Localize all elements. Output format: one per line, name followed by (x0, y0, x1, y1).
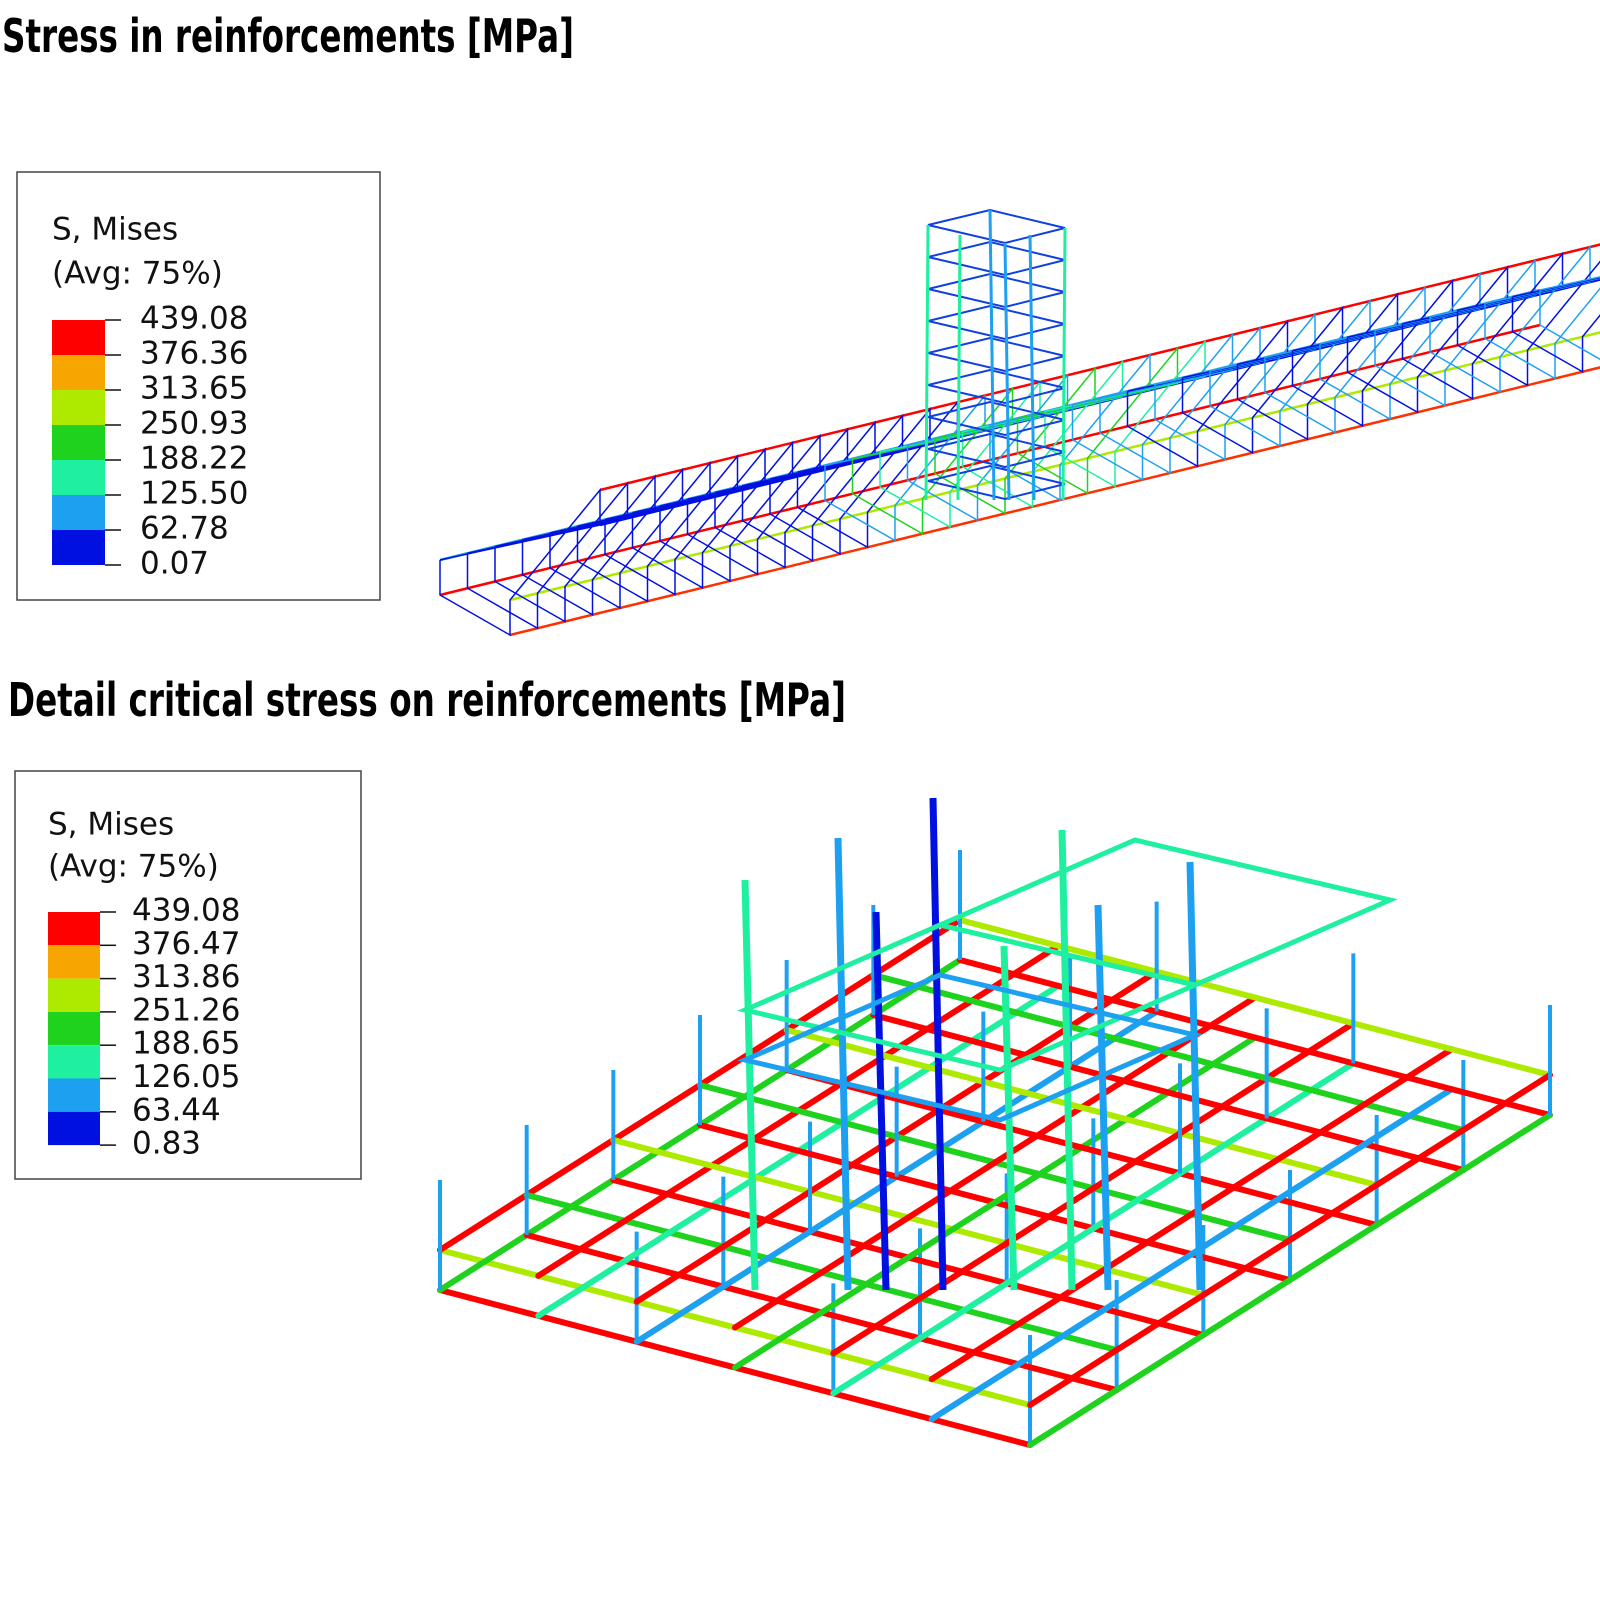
legend-label: 126.05 (132, 1059, 240, 1095)
legend-label: 313.86 (132, 959, 240, 995)
rebar (1027, 1112, 1553, 1448)
rebar (928, 1046, 1455, 1383)
legend-subtitle: (Avg: 75%) (52, 256, 223, 292)
legend-swatch (48, 1078, 100, 1112)
rebar (1186, 861, 1204, 1291)
legend-swatch (48, 945, 100, 979)
rebar (1058, 829, 1076, 1291)
stirrup (1484, 277, 1600, 380)
stirrup (737, 972, 1203, 1123)
rebar (509, 331, 1600, 602)
rebar (957, 957, 1553, 1118)
stirrup (927, 368, 1066, 405)
panel-title: Detail critical stress on reinforcements… (8, 673, 846, 727)
legend-swatch (52, 355, 105, 390)
legend-label: 0.83 (132, 1126, 201, 1162)
legend-label: 188.65 (132, 1026, 240, 1062)
rebar-view-beam (439, 208, 1600, 637)
stirrup (927, 336, 1066, 373)
legend-swatch (52, 425, 105, 460)
legend-label: 0.07 (140, 546, 209, 582)
legend-swatch (52, 320, 105, 355)
rebar (1061, 227, 1067, 501)
legend-swatch (52, 495, 105, 530)
legend-swatch (48, 1045, 100, 1079)
legend-title: S, Mises (52, 212, 178, 248)
rebar (599, 243, 1600, 492)
rebar (928, 1086, 1455, 1423)
legend-title: S, Mises (48, 807, 174, 843)
legend-label: 63.44 (132, 1092, 221, 1128)
legend-swatch (48, 978, 100, 1012)
stirrup (927, 304, 1066, 341)
rebar (1027, 1072, 1553, 1408)
stirrup (927, 432, 1066, 469)
stirrup (927, 208, 1066, 245)
stirrup (1456, 260, 1600, 387)
panel-title: Stress in reinforcements [MPa] (2, 9, 574, 63)
stirrup (1511, 276, 1600, 374)
stirrup (927, 272, 1066, 309)
legend-label: 251.26 (132, 992, 240, 1028)
legend-swatch (48, 1011, 100, 1046)
stirrup (932, 837, 1398, 988)
rebar (1094, 904, 1112, 1291)
legend-label: 376.47 (132, 926, 240, 962)
stirrup (927, 240, 1066, 277)
rebar (872, 911, 890, 1291)
rebar (956, 234, 962, 501)
stirrup (1539, 276, 1600, 361)
legend-swatch (48, 1111, 100, 1146)
legend-label: 313.65 (140, 371, 248, 407)
legend-label: 62.78 (140, 511, 229, 547)
rebar (924, 224, 930, 501)
legend-label: 188.22 (140, 441, 248, 477)
legend-swatch (52, 390, 105, 425)
rebar (741, 879, 759, 1291)
legend-swatch (52, 460, 105, 495)
legend-label: 125.50 (140, 476, 248, 512)
rebar-view-detail (437, 797, 1553, 1448)
legend-label: 439.08 (132, 893, 240, 929)
rebar (929, 797, 947, 1291)
rebar (988, 209, 996, 501)
rebar (957, 917, 1553, 1078)
legend-label: 250.93 (140, 406, 248, 442)
legend-label: 376.36 (140, 336, 248, 372)
legend-subtitle: (Avg: 75%) (48, 849, 219, 885)
legend-swatch (52, 530, 105, 565)
legend-swatch (48, 912, 100, 946)
stirrup (1429, 244, 1591, 394)
stirrup (927, 464, 1066, 501)
rebar (1028, 234, 1036, 501)
rebar (834, 837, 852, 1291)
legend-label: 439.08 (140, 301, 248, 337)
rebar (1003, 242, 1011, 501)
